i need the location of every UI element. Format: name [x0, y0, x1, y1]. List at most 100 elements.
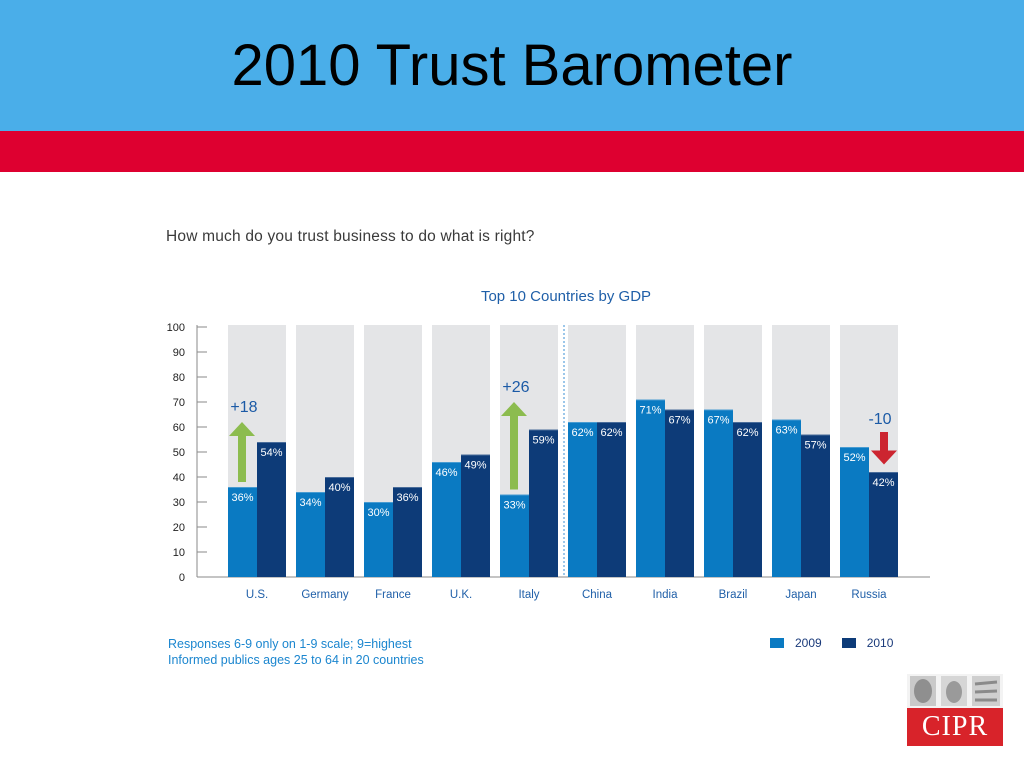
- x-tick-label: Brazil: [719, 589, 748, 601]
- bar-2010: [665, 409, 694, 577]
- bar-highlight: [257, 442, 286, 443]
- logo-text: CIPR: [907, 708, 1003, 746]
- y-tick-label: 0: [179, 572, 185, 584]
- annotation-label: +26: [502, 379, 529, 396]
- data-label: 49%: [464, 460, 486, 472]
- bar-2010: [461, 454, 490, 577]
- data-label: 62%: [600, 427, 622, 439]
- y-tick-label: 60: [173, 422, 185, 434]
- bar-2009: [296, 492, 325, 577]
- bar-highlight: [432, 462, 461, 463]
- data-label: 36%: [231, 492, 253, 504]
- bar-2009: [568, 422, 597, 577]
- data-label: 54%: [260, 447, 282, 459]
- chart-legend: 2009 2010: [770, 636, 913, 650]
- x-tick-label: Japan: [785, 589, 816, 601]
- data-label: 67%: [668, 415, 690, 427]
- bar-2009: [772, 419, 801, 577]
- data-label: 40%: [328, 482, 350, 494]
- bar-highlight: [228, 487, 257, 488]
- data-label: 62%: [736, 427, 758, 439]
- trend-up-arrow-icon: [229, 422, 255, 482]
- bar-highlight: [665, 409, 694, 411]
- red-band: [0, 131, 1024, 172]
- legend-swatch-2010: [841, 638, 856, 648]
- y-tick-label: 50: [173, 447, 185, 459]
- logo-faces-image: [907, 674, 1003, 708]
- data-label: 46%: [435, 467, 457, 479]
- data-label: 33%: [503, 500, 525, 512]
- bar-2010: [597, 422, 626, 577]
- y-tick-label: 30: [173, 497, 185, 509]
- bar-2009: [636, 399, 665, 577]
- data-label: 36%: [396, 492, 418, 504]
- bar-2009: [500, 494, 529, 577]
- bar-highlight: [529, 429, 558, 431]
- bar-2010: [325, 477, 354, 577]
- bar-highlight: [325, 477, 354, 478]
- bar-2010: [869, 472, 898, 577]
- x-tick-label: China: [582, 589, 613, 601]
- bar-highlight: [296, 492, 325, 493]
- y-tick-label: 80: [173, 372, 185, 384]
- x-tick-label: U.S.: [246, 589, 268, 601]
- bar-2009: [228, 487, 257, 577]
- legend-item-2010: 2010: [841, 636, 894, 650]
- data-label: 71%: [639, 405, 661, 417]
- bar-highlight: [568, 422, 597, 423]
- data-label: 30%: [367, 507, 389, 519]
- y-tick-label: 90: [173, 347, 185, 359]
- x-tick-label: U.K.: [450, 589, 472, 601]
- y-tick-label: 100: [167, 322, 185, 334]
- y-tick-label: 40: [173, 472, 185, 484]
- x-tick-label: Germany: [301, 589, 349, 601]
- bar-highlight: [636, 399, 665, 401]
- bar-highlight: [801, 434, 830, 436]
- slide-title: 2010 Trust Barometer: [231, 33, 793, 98]
- trend-up-arrow-icon: [501, 402, 527, 490]
- data-label: 34%: [299, 497, 321, 509]
- chart-notes: Responses 6-9 only on 1-9 scale; 9=highe…: [168, 636, 424, 668]
- chart-title: Top 10 Countries by GDP: [481, 288, 651, 305]
- x-tick-label: India: [653, 589, 679, 601]
- data-label: 52%: [843, 452, 865, 464]
- bar-highlight: [869, 472, 898, 473]
- cipr-logo: CIPR: [907, 674, 1003, 746]
- bar-2009: [704, 409, 733, 577]
- legend-item-2009: 2009: [770, 636, 822, 650]
- annotation-label: +18: [230, 399, 257, 416]
- chart-question: How much do you trust business to do wha…: [166, 228, 535, 245]
- bar-highlight: [500, 494, 529, 496]
- data-label: 42%: [872, 477, 894, 489]
- bar-2010: [801, 434, 830, 577]
- bar-2010: [257, 442, 286, 577]
- bar-highlight: [461, 454, 490, 456]
- legend-swatch-2009: [770, 638, 784, 648]
- note-line-2: Informed publics ages 25 to 64 in 20 cou…: [168, 653, 424, 667]
- bar-highlight: [597, 422, 626, 423]
- note-line-1: Responses 6-9 only on 1-9 scale; 9=highe…: [168, 637, 412, 651]
- x-tick-label: France: [375, 589, 411, 601]
- trend-down-arrow-icon: [871, 432, 897, 465]
- bar-2009: [840, 447, 869, 577]
- data-label: 67%: [707, 415, 729, 427]
- x-tick-label: Italy: [518, 589, 539, 601]
- legend-label-2010: 2010: [866, 636, 894, 650]
- data-label: 59%: [532, 435, 554, 447]
- bar-highlight: [840, 447, 869, 448]
- bar-highlight: [393, 487, 422, 488]
- x-tick-label: Russia: [851, 589, 887, 601]
- y-tick-label: 20: [173, 522, 185, 534]
- bar-highlight: [733, 422, 762, 423]
- bar-2010: [529, 429, 558, 577]
- y-tick-label: 10: [173, 547, 185, 559]
- bar-highlight: [772, 419, 801, 421]
- bar-highlight: [704, 409, 733, 411]
- data-label: 57%: [804, 440, 826, 452]
- bar-2010: [733, 422, 762, 577]
- y-tick-label: 70: [173, 397, 185, 409]
- bar-2009: [364, 502, 393, 577]
- bar-highlight: [364, 502, 393, 503]
- bar-2010: [393, 487, 422, 577]
- data-label: 63%: [775, 425, 797, 437]
